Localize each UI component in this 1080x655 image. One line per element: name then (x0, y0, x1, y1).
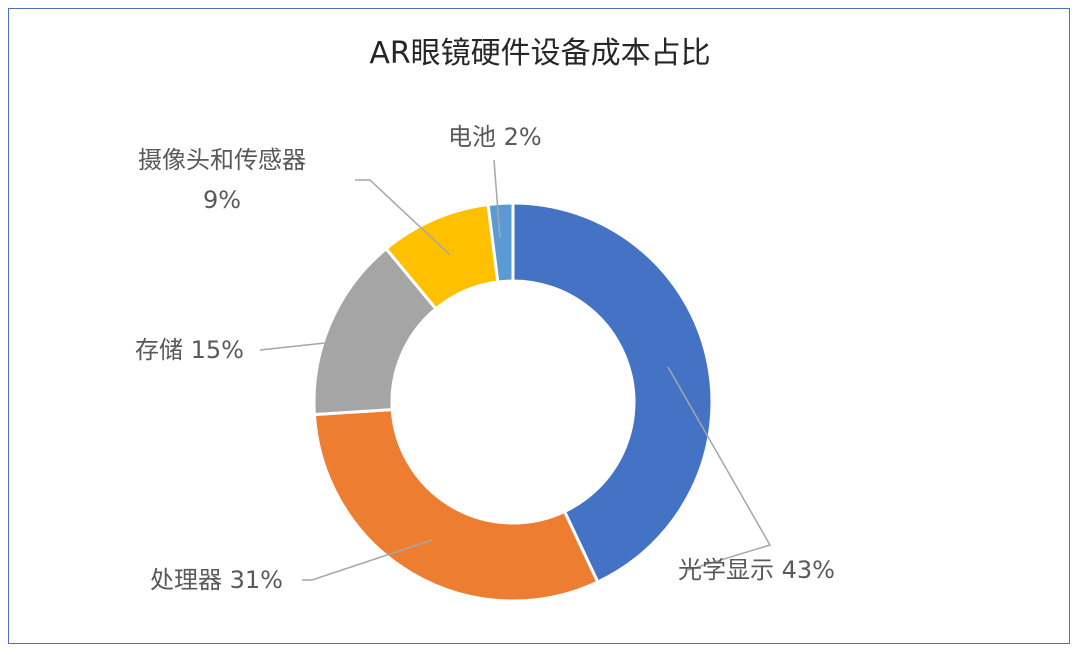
data-label-摄像头和传感器-1: 摄像头和传感器 (138, 146, 306, 174)
chart-title: AR眼镜硬件设备成本占比 (369, 36, 711, 71)
data-label-摄像头和传感器-2: 9% (203, 186, 241, 214)
slice-光学显示 (511, 201, 714, 585)
leader-line-处理器 (302, 539, 433, 581)
leader-line-摄像头和传感器 (355, 179, 451, 256)
leader-line-电池 (493, 159, 501, 239)
leader-line-存储 (259, 342, 326, 351)
data-label-电池: 电池 2% (448, 123, 542, 151)
data-label-光学显示: 光学显示 43% (678, 556, 835, 584)
slice-处理器 (312, 408, 600, 603)
slice-电池 (486, 201, 515, 284)
data-label-存储: 存储 15% (135, 336, 244, 364)
leader-line-光学显示 (667, 366, 772, 571)
data-label-处理器: 处理器 31% (150, 566, 283, 594)
